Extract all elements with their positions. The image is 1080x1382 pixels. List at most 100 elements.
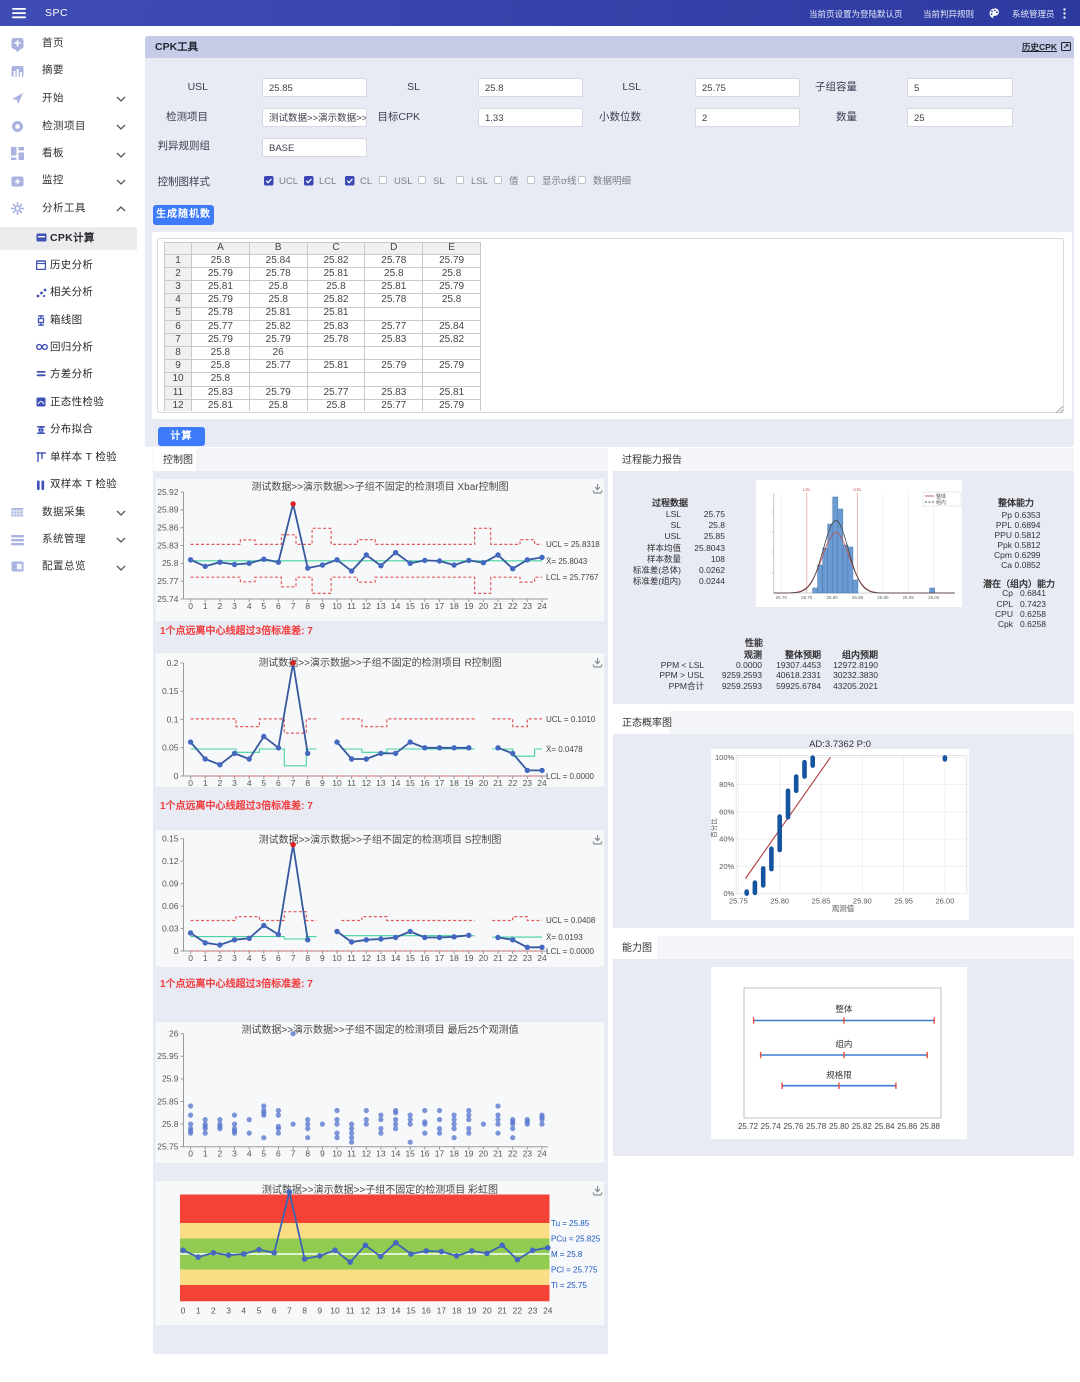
svg-text:14: 14: [391, 1149, 401, 1159]
svg-text:3: 3: [232, 601, 237, 611]
svg-text:11: 11: [347, 953, 356, 963]
svg-text:5: 5: [261, 601, 266, 611]
svg-text:组内: 组内: [936, 499, 946, 506]
svg-text:25.89: 25.89: [157, 505, 179, 515]
svg-text:25.95: 25.95: [157, 1051, 179, 1061]
svg-text:测试数据>>演示数据>>子组不固定的检测项目 R控制图: 测试数据>>演示数据>>子组不固定的检测项目 R控制图: [258, 656, 501, 669]
svg-text:25.84: 25.84: [874, 1122, 895, 1131]
svg-text:X̄= 25.8043: X̄= 25.8043: [546, 557, 588, 566]
svg-text:7: 7: [291, 601, 296, 611]
svg-text:测试数据>>演示数据>>子组不固定的检测项目 最后25个观测: 测试数据>>演示数据>>子组不固定的检测项目 最后25个观测值: [241, 1023, 518, 1036]
svg-text:5: 5: [257, 1305, 262, 1315]
svg-text:11: 11: [346, 1305, 355, 1315]
svg-text:21: 21: [493, 778, 503, 787]
svg-text:22: 22: [508, 953, 518, 963]
svg-text:7: 7: [287, 1305, 292, 1315]
svg-text:LCL = 0.0000: LCL = 0.0000: [546, 947, 595, 956]
svg-text:0.03: 0.03: [162, 923, 179, 933]
svg-text:0: 0: [174, 946, 179, 956]
svg-text:X̄= 0.0193: X̄= 0.0193: [546, 933, 583, 942]
svg-text:15: 15: [405, 1149, 415, 1159]
svg-text:25.75: 25.75: [729, 897, 748, 906]
svg-text:UCL = 25.8318: UCL = 25.8318: [546, 540, 600, 549]
svg-text:14: 14: [391, 1305, 401, 1315]
svg-text:0.09: 0.09: [162, 878, 179, 888]
svg-text:6: 6: [276, 601, 281, 611]
svg-text:组内: 组内: [835, 1039, 852, 1049]
svg-text:25.92: 25.92: [157, 487, 179, 497]
svg-text:4: 4: [241, 1305, 246, 1315]
svg-text:7: 7: [291, 1149, 296, 1159]
svg-text:40%: 40%: [719, 835, 734, 844]
svg-text:LCL = 25.7767: LCL = 25.7767: [546, 573, 599, 582]
svg-text:PCu = 25.825: PCu = 25.825: [551, 1235, 601, 1244]
svg-text:25.86: 25.86: [897, 1122, 918, 1131]
svg-text:16: 16: [421, 1305, 431, 1315]
svg-text:21: 21: [497, 1305, 507, 1315]
svg-text:22: 22: [508, 1149, 518, 1159]
svg-text:24: 24: [537, 953, 547, 963]
svg-text:25.72: 25.72: [738, 1122, 759, 1131]
svg-text:23: 23: [523, 953, 533, 963]
svg-text:2: 2: [218, 778, 223, 787]
svg-text:0: 0: [188, 778, 193, 787]
svg-text:10: 10: [330, 1305, 340, 1315]
svg-text:26.00: 26.00: [928, 595, 940, 600]
svg-text:5: 5: [261, 1149, 266, 1159]
svg-text:LSL: LSL: [803, 487, 812, 492]
svg-text:20: 20: [479, 601, 489, 611]
svg-text:2: 2: [218, 953, 223, 963]
svg-text:百分比: 百分比: [711, 818, 718, 838]
svg-text:0.15: 0.15: [162, 686, 179, 696]
svg-text:25.80: 25.80: [770, 897, 789, 906]
svg-text:4: 4: [247, 1149, 252, 1159]
svg-text:1: 1: [196, 1305, 201, 1315]
svg-text:25.80: 25.80: [826, 595, 838, 600]
svg-text:18: 18: [449, 778, 459, 787]
svg-text:0: 0: [188, 1149, 193, 1159]
svg-text:8: 8: [305, 601, 310, 611]
svg-text:12: 12: [362, 601, 372, 611]
svg-text:15: 15: [405, 601, 415, 611]
svg-text:3: 3: [232, 953, 237, 963]
svg-text:测试数据>>演示数据>>子组不固定的检测项目 Xbar控制图: 测试数据>>演示数据>>子组不固定的检测项目 Xbar控制图: [251, 480, 508, 493]
svg-text:观测值: 观测值: [832, 903, 855, 913]
svg-text:8: 8: [305, 953, 310, 963]
svg-text:16: 16: [420, 953, 430, 963]
svg-text:26.00: 26.00: [936, 897, 955, 906]
svg-text:21: 21: [493, 1149, 503, 1159]
svg-text:21: 21: [493, 601, 503, 611]
svg-text:12: 12: [362, 1149, 372, 1159]
svg-text:20%: 20%: [719, 862, 734, 871]
svg-text:7: 7: [291, 953, 296, 963]
svg-text:26: 26: [169, 1029, 179, 1039]
svg-text:17: 17: [435, 778, 445, 787]
svg-text:25.70: 25.70: [776, 595, 788, 600]
svg-text:25.75: 25.75: [801, 595, 813, 600]
svg-text:20: 20: [479, 778, 489, 787]
svg-text:LCL = 0.0000: LCL = 0.0000: [546, 772, 595, 781]
svg-text:USL: USL: [853, 487, 862, 492]
svg-text:12: 12: [361, 1305, 371, 1315]
svg-text:17: 17: [437, 1305, 447, 1315]
svg-text:Tl = 25.75: Tl = 25.75: [551, 1281, 587, 1290]
svg-text:1: 1: [203, 953, 208, 963]
svg-text:整体: 整体: [936, 493, 946, 500]
svg-text:25.75: 25.75: [157, 1142, 179, 1152]
svg-text:25.83: 25.83: [157, 540, 179, 550]
svg-text:9: 9: [320, 953, 325, 963]
svg-text:23: 23: [523, 1149, 533, 1159]
svg-text:18: 18: [449, 953, 459, 963]
svg-text:0.06: 0.06: [162, 901, 179, 911]
svg-text:10: 10: [332, 601, 342, 611]
svg-text:25.88: 25.88: [920, 1122, 941, 1131]
svg-text:12: 12: [362, 778, 372, 787]
svg-text:9: 9: [317, 1305, 322, 1315]
svg-text:23: 23: [523, 778, 533, 787]
svg-text:19: 19: [464, 778, 474, 787]
svg-text:25.8: 25.8: [162, 558, 179, 568]
svg-text:25.74: 25.74: [157, 594, 179, 604]
svg-text:25.8: 25.8: [162, 1119, 179, 1129]
svg-text:18: 18: [449, 601, 459, 611]
svg-text:11: 11: [347, 778, 356, 787]
